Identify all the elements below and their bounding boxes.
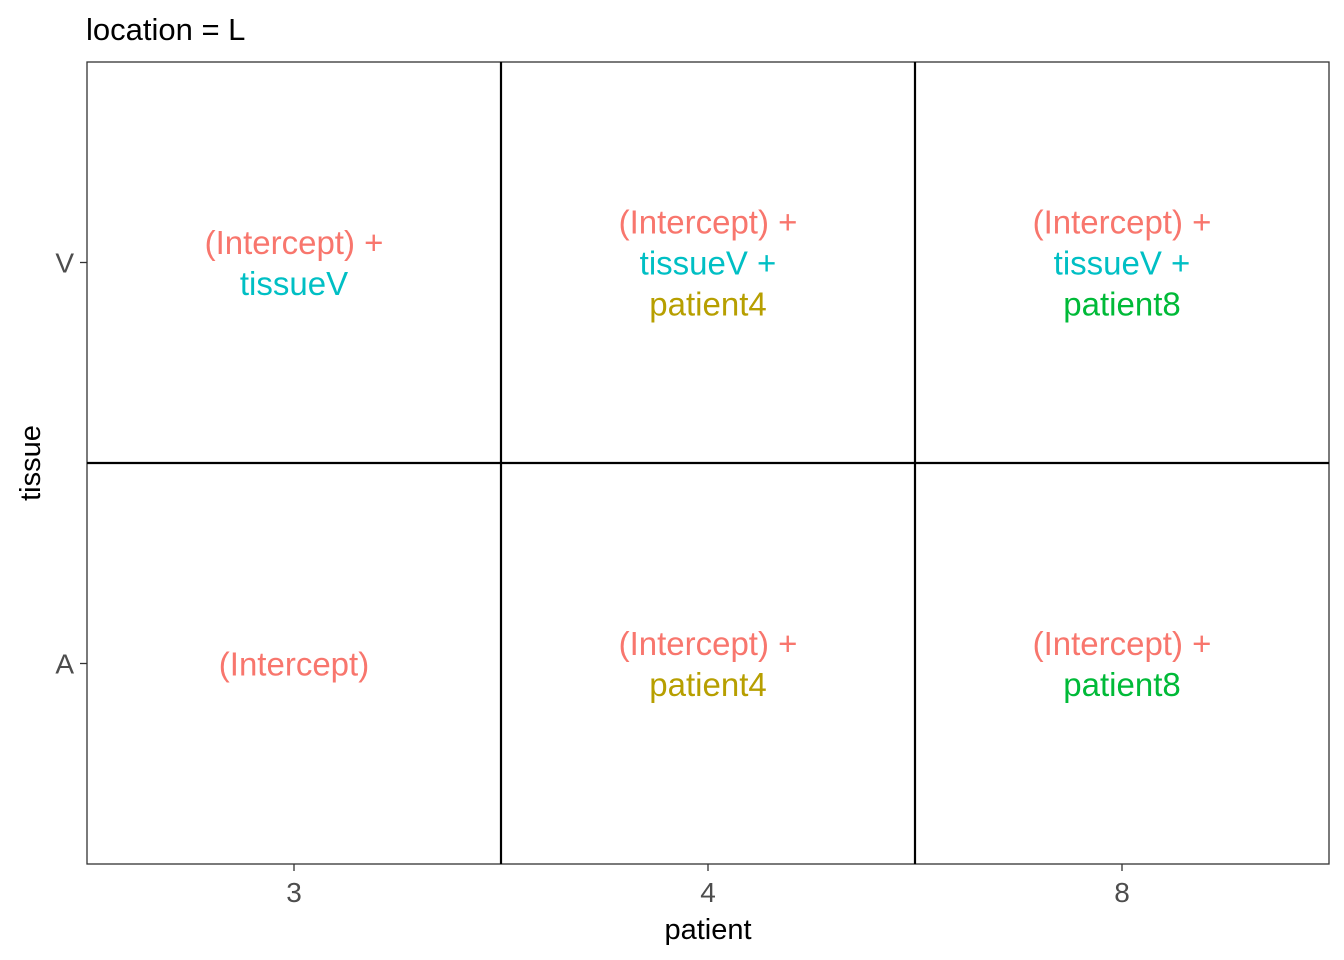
cell-label-line: (Intercept) +: [619, 625, 798, 662]
cell-label-line: (Intercept) +: [1033, 625, 1212, 662]
cell-label-line: patient8: [1063, 666, 1180, 703]
chart-title: location = L: [86, 12, 245, 47]
y-axis-title: tissue: [15, 425, 47, 501]
x-tick-label: 4: [700, 877, 716, 908]
cell-label-line: tissueV +: [1054, 245, 1191, 282]
cell-label-line: (Intercept) +: [205, 224, 384, 261]
y-tick-label: A: [55, 649, 74, 680]
y-tick-label: V: [55, 248, 74, 279]
x-axis: 3 4 8: [286, 864, 1130, 908]
cell-label: (Intercept): [219, 646, 369, 683]
cell-label: (Intercept) + tissueV + patient4: [619, 204, 798, 323]
cell-grid-lines: [87, 62, 1329, 864]
cell-labels: (Intercept) + tissueV (Intercept) + tissueV…: [205, 204, 1212, 704]
x-tick-label: 8: [1114, 877, 1130, 908]
y-axis: AV: [55, 248, 87, 680]
cell-label-line: (Intercept) +: [1033, 204, 1212, 241]
cell-label-line: tissueV: [240, 265, 348, 302]
cell-label: (Intercept) + tissueV: [205, 224, 384, 302]
cell-label-line: tissueV +: [640, 245, 777, 282]
cell-label: (Intercept) + patient4: [619, 625, 798, 703]
cell-label-line: patient4: [649, 666, 766, 703]
cell-label: (Intercept) + tissueV + patient8: [1033, 204, 1212, 323]
x-axis-title: patient: [664, 914, 751, 946]
cell-label-line: patient4: [649, 286, 766, 323]
x-tick-label: 3: [286, 877, 302, 908]
cell-label: (Intercept) + patient8: [1033, 625, 1212, 703]
cell-label-line: (Intercept) +: [619, 204, 798, 241]
plot-panel: (Intercept) + tissueV (Intercept) + tissueV…: [86, 61, 1330, 865]
cell-label-line: (Intercept): [219, 646, 369, 683]
cell-label-line: patient8: [1063, 286, 1180, 323]
